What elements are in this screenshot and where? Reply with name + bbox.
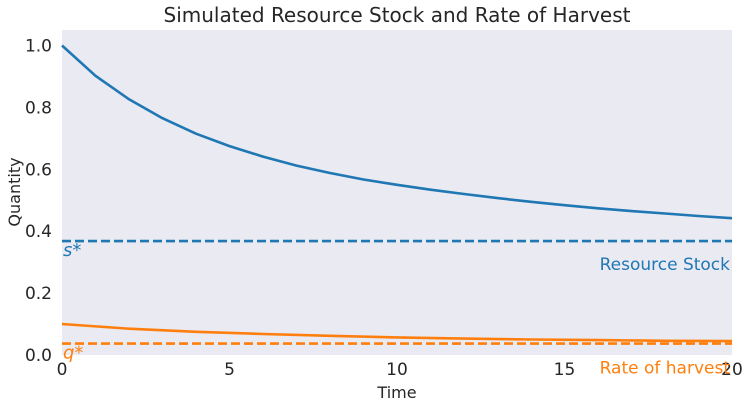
x-tick-label: 20 [721, 360, 743, 380]
y-tick-label: 1.0 [25, 36, 52, 56]
reference-label-q-star: q* [63, 343, 83, 364]
x-tick-label: 10 [386, 360, 408, 380]
x-tick-label: 0 [57, 360, 68, 380]
y-tick-label: 0.0 [25, 346, 52, 366]
y-tick-label: 0.2 [25, 284, 52, 304]
y-axis-label: Quantity [5, 157, 24, 226]
y-tick-label: 0.6 [25, 160, 52, 180]
series-annotation-resource-stock: Resource Stock [600, 255, 731, 275]
series-annotation-rate-of-harvest: Rate of harvest [600, 359, 731, 379]
series-line-resource-stock [61, 44, 733, 220]
x-axis-label: Time [376, 383, 416, 402]
x-tick-label: 15 [554, 360, 576, 380]
y-tick-label: 0.4 [25, 222, 52, 242]
y-tick-label: 0.8 [25, 98, 52, 118]
series-line-rate-of-harvest [61, 322, 733, 343]
plot-area [62, 30, 732, 355]
chart-title: Simulated Resource Stock and Rate of Har… [164, 3, 631, 27]
x-tick-label: 5 [224, 360, 235, 380]
reference-label-s-star: s* [63, 240, 81, 261]
